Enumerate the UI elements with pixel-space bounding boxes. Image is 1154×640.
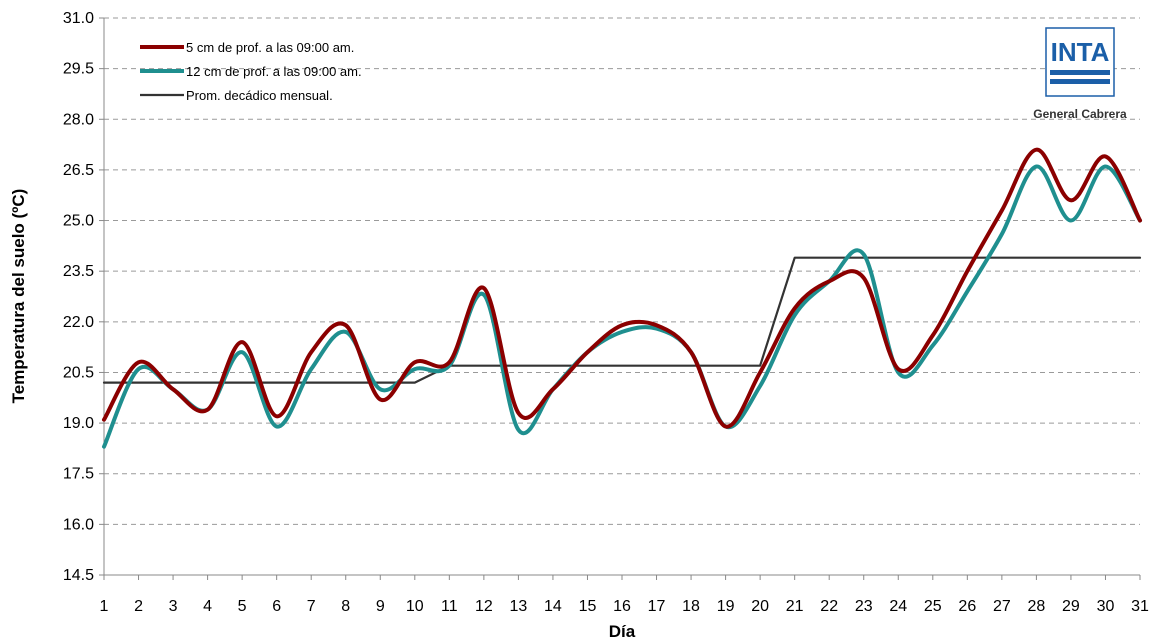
series-line-2 <box>102 164 1142 449</box>
x-tick-label: 22 <box>820 598 838 615</box>
x-tick-label: 24 <box>889 598 907 615</box>
x-tick-label: 1 <box>100 598 109 615</box>
legend-label: 5 cm de prof. a las 09:00 am. <box>186 40 354 55</box>
legend-label: Prom. decádico mensual. <box>186 88 333 103</box>
y-tick-label: 17.5 <box>63 466 94 483</box>
x-tick-label: 4 <box>203 598 212 615</box>
y-tick-label: 28.0 <box>63 111 94 128</box>
grid-lines <box>104 17 1140 525</box>
x-tick-label: 19 <box>717 598 735 615</box>
logo-stripe-2 <box>1050 79 1110 84</box>
x-tick-label: 29 <box>1062 598 1080 615</box>
x-tick-label: 2 <box>134 598 143 615</box>
x-tick-label: 10 <box>406 598 424 615</box>
x-tick-label: 17 <box>648 598 666 615</box>
x-tick-label: 16 <box>613 598 631 615</box>
logo-box <box>1045 27 1115 97</box>
x-tick-labels: 1 2 3 4 5 6 7 8 9 10 11 12 13 14 15 16 17 18 19 20 21 22 23 24 2… <box>100 575 1149 615</box>
y-axis-title: Temperatura del suelo (ºC) <box>9 189 28 404</box>
y-tick-label: 20.5 <box>63 364 94 381</box>
logo-text: INTA <box>1051 37 1110 67</box>
x-axis-title: Día <box>609 622 636 640</box>
y-tick-label: 14.5 <box>63 567 94 584</box>
y-tick-label: 22.0 <box>63 314 94 331</box>
y-tick-label: 31.0 <box>63 10 94 27</box>
x-tick-label: 30 <box>1097 598 1115 615</box>
y-tick-label: 19.0 <box>63 415 94 432</box>
y-tick-label: 25.0 <box>63 213 94 230</box>
x-tick-label: 18 <box>682 598 700 615</box>
x-tick-label: 9 <box>376 598 385 615</box>
x-tick-label: 13 <box>510 598 528 615</box>
x-tick-label: 23 <box>855 598 873 615</box>
x-tick-label: 21 <box>786 598 804 615</box>
x-tick-label: 12 <box>475 598 493 615</box>
legend: 5 cm de prof. a las 09:00 am. 12 cm de pr… <box>140 40 362 103</box>
x-tick-label: 8 <box>341 598 350 615</box>
x-tick-label: 14 <box>544 598 562 615</box>
x-tick-label: 20 <box>751 598 769 615</box>
x-tick-label: 3 <box>169 598 178 615</box>
x-tick-label: 31 <box>1131 598 1149 615</box>
y-tick-label: 23.5 <box>63 263 94 280</box>
series-line-3 <box>102 256 1142 384</box>
x-tick-label: 6 <box>272 598 281 615</box>
x-tick-label: 15 <box>579 598 597 615</box>
x-tick-label: 11 <box>441 598 458 615</box>
legend-label: 12 cm de prof. a las 09:00 am. <box>186 64 362 79</box>
y-tick-labels: 14.5 16.0 17.5 19.0 20.5 22.0 23.5 25.0 26.5 28.0… <box>63 10 104 584</box>
x-tick-label: 28 <box>1028 598 1046 615</box>
x-tick-label: 7 <box>307 598 316 615</box>
x-tick-label: 27 <box>993 598 1011 615</box>
y-tick-label: 16.0 <box>63 516 94 533</box>
y-tick-label: 26.5 <box>63 162 94 179</box>
x-tick-label: 25 <box>924 598 942 615</box>
y-tick-label: 29.5 <box>63 61 94 78</box>
x-tick-label: 26 <box>958 598 976 615</box>
series-line-1 <box>102 147 1142 429</box>
logo-stripe-1 <box>1050 70 1110 75</box>
inta-logo: INTA General Cabrera <box>1033 27 1127 121</box>
x-tick-label: 5 <box>238 598 247 615</box>
logo-subtitle: General Cabrera <box>1033 107 1127 121</box>
series-lines <box>102 147 1142 449</box>
